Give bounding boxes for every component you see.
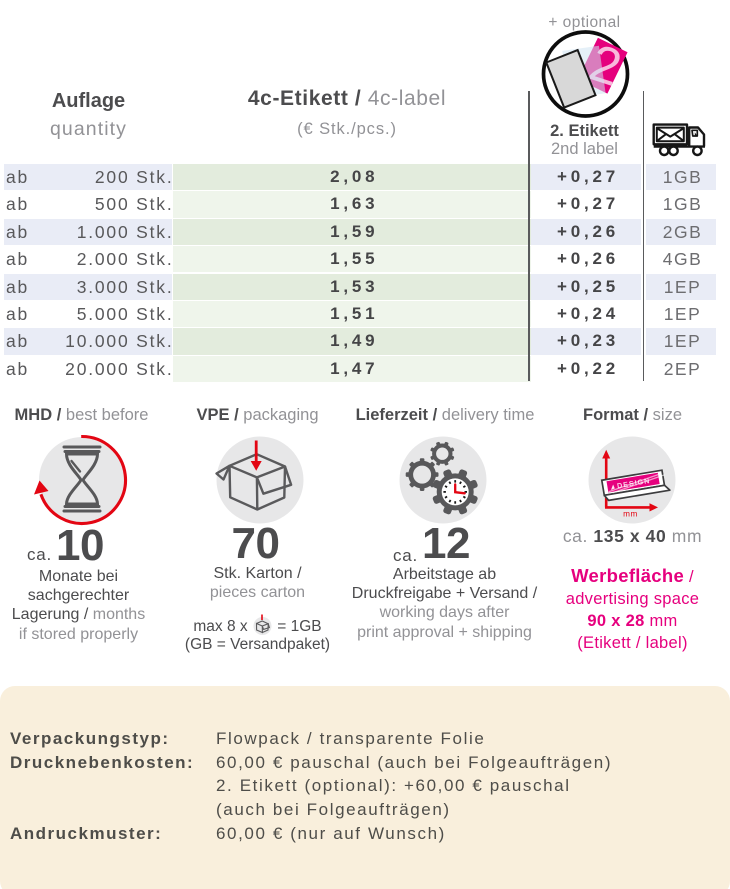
svg-text:mm: mm: [623, 510, 638, 519]
